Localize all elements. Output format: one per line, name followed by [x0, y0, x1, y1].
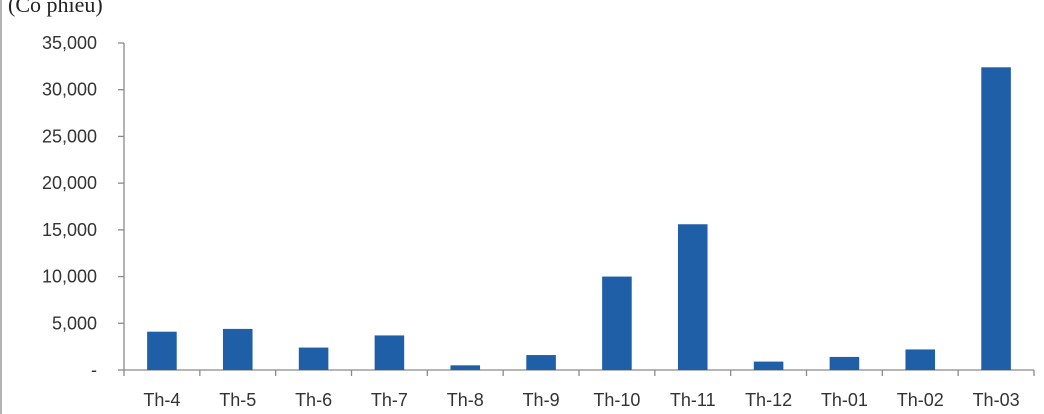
y-tick-label: 35,000 — [42, 33, 97, 53]
x-tick-label: Th-7 — [371, 390, 408, 410]
bar — [602, 276, 632, 370]
bars — [147, 67, 1011, 370]
y-tick-label: 20,000 — [42, 173, 97, 193]
bar — [450, 365, 481, 370]
x-tick-label: Th-02 — [897, 390, 944, 410]
bar — [753, 361, 784, 370]
x-tick-label: Th-12 — [745, 390, 792, 410]
y-tick-label: 30,000 — [42, 80, 97, 100]
unit-label: (Cổ phiếu) — [8, 0, 103, 17]
bar — [298, 347, 329, 370]
x-tick-label: Th-01 — [821, 390, 868, 410]
bar — [829, 356, 860, 370]
bar — [222, 328, 253, 370]
bar — [981, 67, 1011, 370]
x-tick-label: Th-8 — [447, 390, 484, 410]
x-tick-label: Th-10 — [593, 390, 640, 410]
bar — [526, 355, 556, 370]
bar — [905, 349, 936, 370]
y-tick-label: 10,000 — [42, 267, 97, 287]
bar — [374, 335, 405, 370]
y-axis: - 5,000 10,000 15,000 20,000 25,000 30,000 35,0… — [42, 33, 125, 380]
y-tick-label: - — [91, 360, 97, 380]
x-tick-label: Th-9 — [523, 390, 560, 410]
bar — [677, 224, 708, 370]
y-tick-label: 15,000 — [42, 220, 97, 240]
y-tick-label: 5,000 — [52, 313, 97, 333]
x-tick-label: Th-5 — [219, 390, 256, 410]
x-tick-label: Th-6 — [295, 390, 332, 410]
x-tick-label: Th-4 — [143, 390, 180, 410]
bar — [147, 331, 177, 370]
x-tick-label: Th-03 — [973, 390, 1020, 410]
x-axis: Th-4 Th-5 Th-6 Th-7 Th-8 Th-9 Th-10 Th-11 Th-12 T… — [123, 369, 1035, 410]
y-tick-label: 25,000 — [42, 126, 97, 146]
x-tick-label: Th-11 — [670, 390, 716, 410]
